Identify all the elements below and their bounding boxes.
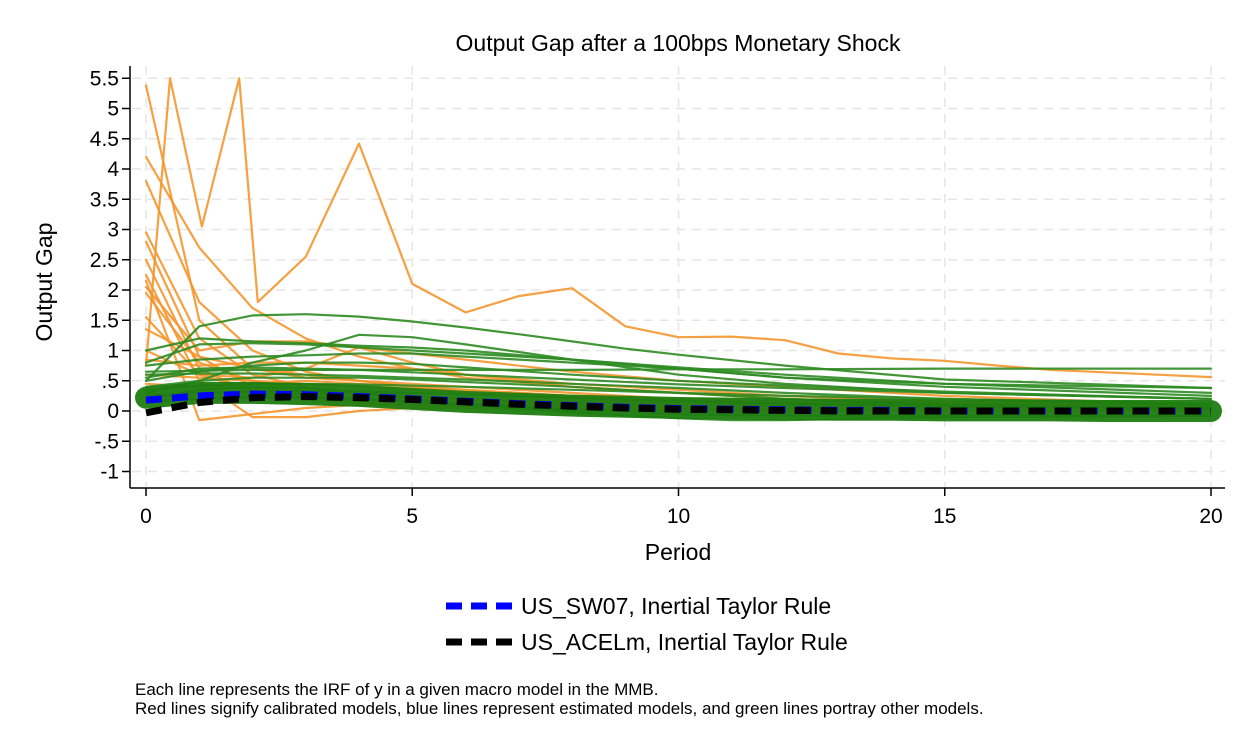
y-tick-label: 3	[107, 219, 119, 242]
y-tick-label: 2.5	[90, 249, 119, 272]
chart-title: Output Gap after a 100bps Monetary Shock	[456, 30, 901, 56]
x-axis-ticks: 0 5 10 15 20	[140, 488, 1223, 528]
y-tick-label: .5	[101, 370, 119, 393]
series-line-us-acelm-34	[145, 393, 1211, 417]
x-tick-label: 15	[933, 505, 956, 528]
footnote-line-2: Red lines signify calibrated models, blu…	[135, 699, 984, 718]
series-line-other-22	[144, 367, 1213, 373]
footnote-line-1: Each line represents the IRF of y in a g…	[135, 680, 659, 699]
y-tick-label: 0	[107, 400, 119, 423]
x-tick-label: 5	[406, 505, 418, 528]
legend-label: US_SW07, Inertial Taylor Rule	[521, 593, 831, 619]
line-chart: Output Gap after a 100bps Monetary Shock…	[31, 30, 1225, 655]
y-tick-label: -1	[100, 461, 119, 484]
series-lines	[135, 77, 1222, 422]
y-tick-label: 5.5	[90, 67, 119, 90]
legend: US_SW07, Inertial Taylor Rule US_ACELm, I…	[446, 593, 848, 655]
axes	[129, 66, 1225, 489]
x-tick-label: 10	[667, 505, 690, 528]
series-line-other-21	[144, 352, 1213, 390]
grid-lines	[132, 66, 1225, 487]
series-line-other-31	[144, 366, 1213, 400]
y-axis-label: Output Gap	[31, 223, 57, 342]
x-tick-label: 0	[140, 505, 152, 528]
x-tick-label: 20	[1199, 505, 1222, 528]
series-line-other-28	[144, 372, 1213, 406]
y-tick-label: -.5	[94, 430, 119, 453]
series-line-other-18	[144, 313, 1213, 390]
series-line-other-26	[144, 342, 1213, 394]
series-line-calibrated-0	[144, 77, 1213, 379]
x-axis-label: Period	[645, 539, 711, 565]
y-tick-label: 1.5	[90, 309, 119, 332]
y-tick-label: 4	[107, 158, 119, 181]
y-tick-label: 2	[107, 279, 119, 302]
y-tick-label: 1	[107, 340, 119, 363]
legend-label: US_ACELm, Inertial Taylor Rule	[521, 629, 848, 655]
y-axis-ticks: -1 -.5 0 .5 1 1.5 2 2.5 3 3.5 4 4.5 5 5.5	[90, 67, 130, 484]
y-tick-label: 4.5	[90, 128, 119, 151]
y-tick-label: 5	[107, 98, 119, 121]
y-tick-label: 3.5	[90, 188, 119, 211]
